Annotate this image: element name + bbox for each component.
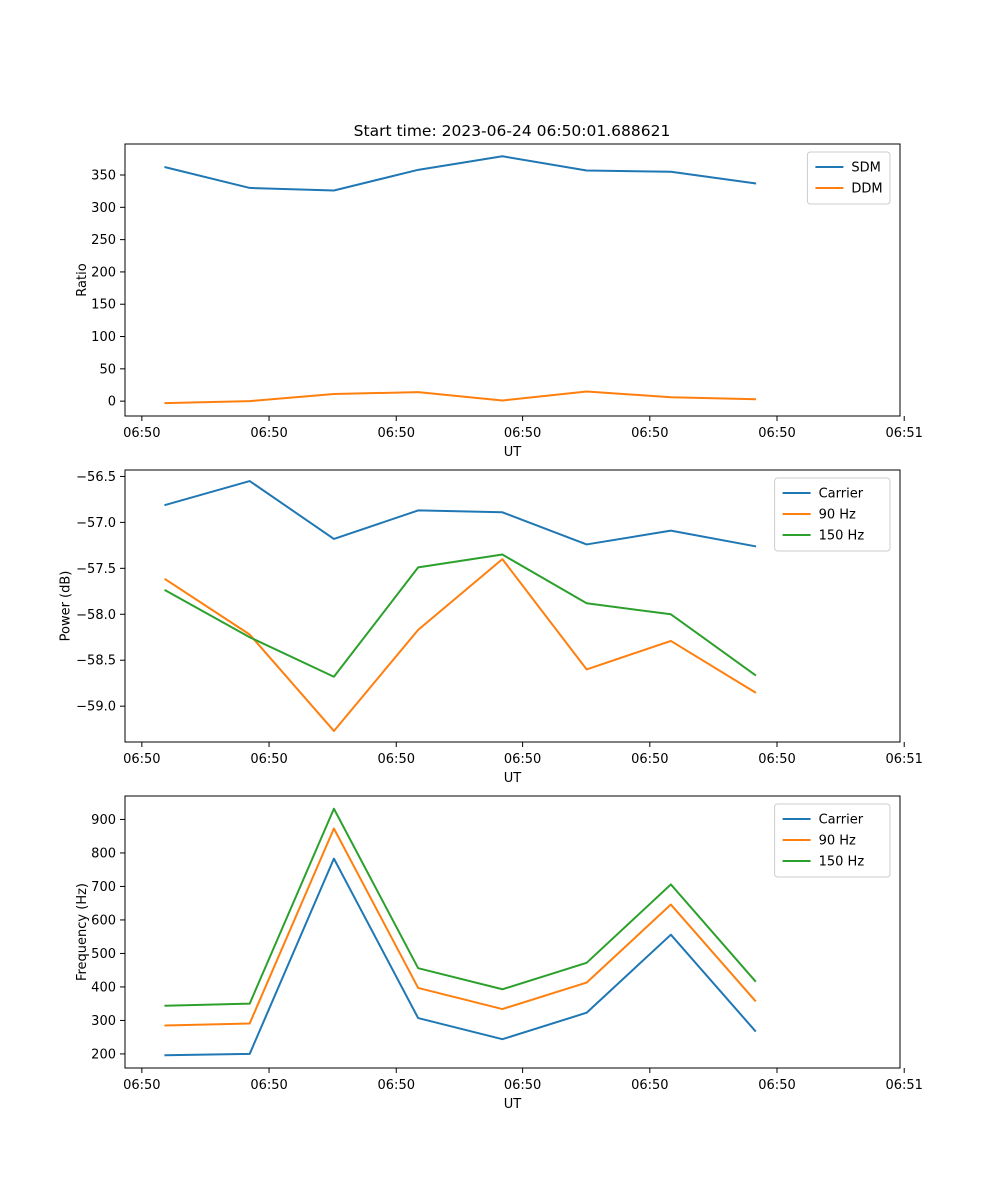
x-tick-label: 06:50: [250, 426, 287, 441]
axes-frame-power: [124, 469, 901, 743]
x-tick-label: 06:50: [123, 1078, 160, 1093]
y-axis-label: Power (dB): [59, 571, 74, 642]
legend-label-carrier: Carrier: [819, 813, 864, 828]
x-tick-label: 06:50: [123, 426, 160, 441]
y-tick-label: 700: [91, 880, 116, 895]
x-tick-label: 06:50: [631, 1078, 668, 1093]
y-tick-label: 150: [91, 298, 116, 313]
x-tick-label: 06:50: [631, 752, 668, 767]
y-tick-label: 500: [91, 947, 116, 962]
y-tick-label: −57.5: [76, 562, 116, 577]
y-tick-label: 100: [91, 330, 116, 345]
x-tick-label: 06:50: [123, 752, 160, 767]
x-axis-label: UT: [504, 1097, 522, 1112]
axes-frame-ratio: [124, 143, 901, 417]
axes-frame-frequency: [124, 795, 901, 1069]
panel-frequency: 06:50 06:50 06:50 06:50 06:50 06:50 06:51 200 30…: [75, 795, 923, 1112]
y-tick-label: 250: [91, 233, 116, 248]
y-tick-label: 50: [99, 362, 116, 377]
y-tick-label: −57.0: [76, 516, 116, 531]
x-tick-label: 06:50: [250, 1078, 287, 1093]
series-line-frequency-150-hz: [164, 807, 757, 1007]
y-tick-label: 200: [91, 1047, 116, 1062]
x-tick-label: 06:50: [250, 752, 287, 767]
x-tick-label: 06:50: [378, 426, 415, 441]
series-line-power-90-hz: [164, 558, 757, 732]
x-tick-label: 06:50: [504, 426, 541, 441]
y-tick-label: 300: [91, 1014, 116, 1029]
legend-label-carrier: Carrier: [819, 487, 864, 502]
x-axis-label: UT: [504, 445, 522, 460]
x-tick-label: 06:50: [378, 1078, 415, 1093]
legend-power: Carrier 90 Hz 150 Hz: [774, 477, 891, 552]
panels: 06:50 06:50 06:50 06:50 06:50 06:50 06:51 0 50 10…: [59, 143, 923, 1112]
legend-frequency: Carrier 90 Hz 150 Hz: [774, 803, 891, 878]
panel-ratio: 06:50 06:50 06:50 06:50 06:50 06:50 06:51 0 50 10…: [75, 143, 923, 460]
y-tick-label: −56.5: [76, 470, 116, 485]
legend-ratio: SDM DDM: [806, 151, 891, 205]
series-line-power-carrier: [164, 480, 757, 548]
legend-box: [806, 151, 891, 205]
x-tick-label: 06:50: [758, 426, 795, 441]
x-tick-label: 06:51: [885, 1078, 922, 1093]
series-line-ratio-ddm: [164, 390, 757, 405]
y-tick-label: 0: [108, 395, 116, 410]
y-axis-label: Ratio: [75, 263, 90, 296]
y-tick-label: 800: [91, 846, 116, 861]
legend-box: [774, 477, 891, 552]
x-tick-label: 06:50: [631, 426, 668, 441]
legend-label-150-hz: 150 Hz: [819, 529, 865, 544]
y-tick-label: 600: [91, 913, 116, 928]
y-axis-label: Frequency (Hz): [75, 883, 90, 981]
y-tick-label: −59.0: [76, 700, 116, 715]
x-axis-label: UT: [504, 771, 522, 786]
series-line-frequency-carrier: [164, 857, 757, 1057]
y-tick-label: −58.0: [76, 608, 116, 623]
x-tick-label: 06:50: [758, 752, 795, 767]
series-line-frequency-90-hz: [164, 827, 757, 1027]
legend-label-ddm: DDM: [851, 182, 882, 197]
x-tick-label: 06:51: [885, 426, 922, 441]
legend-box: [774, 803, 891, 878]
legend-label-90-hz: 90 Hz: [819, 834, 856, 849]
y-tick-label: 900: [91, 813, 116, 828]
x-tick-label: 06:50: [758, 1078, 795, 1093]
series-line-power-150-hz: [164, 553, 757, 678]
x-tick-label: 06:50: [504, 1078, 541, 1093]
x-tick-label: 06:50: [378, 752, 415, 767]
y-tick-label: 350: [91, 169, 116, 184]
chart-title: Start time: 2023-06-24 06:50:01.688621: [354, 122, 671, 140]
y-tick-label: 400: [91, 980, 116, 995]
legend-label-sdm: SDM: [851, 161, 880, 176]
y-tick-label: −58.5: [76, 654, 116, 669]
panel-power: 06:50 06:50 06:50 06:50 06:50 06:50 06:51 −59.0…: [59, 469, 923, 786]
x-tick-label: 06:50: [504, 752, 541, 767]
legend-label-90-hz: 90 Hz: [819, 508, 856, 523]
y-tick-label: 300: [91, 201, 116, 216]
legend-label-150-hz: 150 Hz: [819, 855, 865, 870]
series-line-ratio-sdm: [164, 155, 757, 192]
x-tick-label: 06:51: [885, 752, 922, 767]
y-tick-label: 200: [91, 265, 116, 280]
